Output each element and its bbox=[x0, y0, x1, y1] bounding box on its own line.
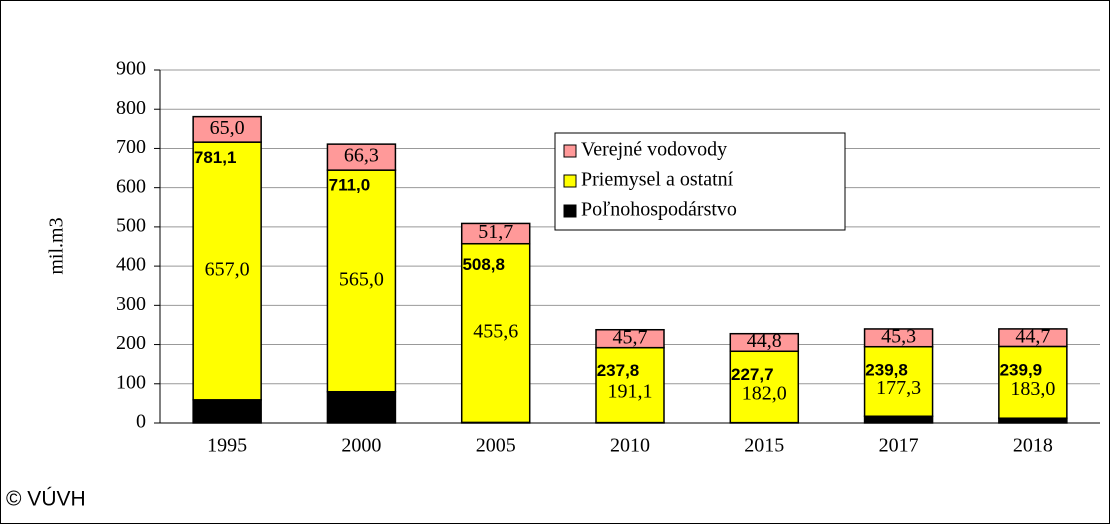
legend-swatch bbox=[563, 204, 577, 218]
value-label: 182,0 bbox=[742, 383, 787, 405]
total-label: 711,0 bbox=[329, 176, 371, 195]
total-label: 237,8 bbox=[597, 361, 640, 380]
value-label: 45,3 bbox=[881, 325, 916, 347]
value-label: 45,7 bbox=[613, 326, 648, 348]
y-tick-label: 100 bbox=[116, 371, 146, 393]
y-tick-label: 0 bbox=[136, 411, 146, 433]
bar-segment bbox=[460, 222, 531, 245]
x-tick-label: 1995 bbox=[207, 435, 247, 457]
value-label: 66,3 bbox=[344, 145, 379, 167]
value-label: 51,7 bbox=[478, 221, 513, 243]
bar-segment bbox=[460, 242, 531, 424]
source: © VÚVH bbox=[6, 488, 86, 511]
bar-segment bbox=[863, 328, 934, 348]
y-tick-label: 400 bbox=[116, 254, 146, 276]
y-tick-label: 200 bbox=[116, 332, 146, 354]
bar-segment bbox=[998, 328, 1068, 348]
value-label: 657,0 bbox=[205, 259, 250, 281]
legend-label: Verejné vodovody bbox=[581, 139, 727, 161]
value-label: 565,0 bbox=[339, 269, 384, 291]
x-tick-label: 2017 bbox=[879, 435, 919, 457]
value-label: 65,0 bbox=[210, 117, 245, 139]
x-tick-label: 2018 bbox=[1013, 435, 1053, 457]
total-label: 239,8 bbox=[865, 360, 908, 379]
legend-swatch bbox=[563, 144, 577, 158]
bar-segment bbox=[192, 399, 262, 424]
y-tick-label: 300 bbox=[116, 293, 146, 315]
total-label: 781,1 bbox=[194, 148, 237, 167]
x-tick-label: 2015 bbox=[744, 435, 784, 457]
bar-segment bbox=[326, 169, 397, 393]
bar-segment bbox=[729, 332, 800, 353]
y-tick-label: 500 bbox=[116, 214, 146, 236]
legend-label: Poľnohospodárstvo bbox=[581, 199, 737, 221]
value-label: 177,3 bbox=[876, 377, 921, 399]
x-tick-label: 2005 bbox=[476, 435, 516, 457]
value-label: 455,6 bbox=[473, 321, 518, 343]
y-tick-label: 600 bbox=[116, 175, 146, 197]
bar-segment bbox=[729, 350, 800, 424]
value-label: 44,7 bbox=[1015, 325, 1050, 347]
bar-segment bbox=[998, 345, 1068, 419]
value-label: 183,0 bbox=[1010, 378, 1055, 400]
y-tick-label: 800 bbox=[116, 97, 146, 119]
total-label: 239,9 bbox=[1000, 360, 1043, 379]
x-tick-label: 2000 bbox=[341, 435, 381, 457]
legend-box bbox=[554, 132, 846, 231]
bar-segment bbox=[595, 328, 665, 349]
value-label: 191,1 bbox=[608, 381, 653, 403]
y-tick-label: 700 bbox=[116, 136, 146, 158]
total-label: 227,7 bbox=[731, 365, 774, 384]
value-label: 44,8 bbox=[747, 330, 782, 352]
bar-segment bbox=[863, 415, 934, 424]
x-tick-label: 2010 bbox=[610, 435, 650, 457]
y-axis-label: mil.m3 bbox=[46, 217, 68, 274]
total-label: 508,8 bbox=[462, 255, 505, 274]
bar-segment bbox=[326, 143, 397, 171]
bar-segment bbox=[192, 115, 262, 143]
legend-swatch bbox=[563, 174, 577, 188]
y-tick-label: 900 bbox=[116, 58, 146, 80]
legend-label: Priemysel a ostatní bbox=[581, 169, 734, 191]
bar-segment bbox=[326, 390, 397, 424]
